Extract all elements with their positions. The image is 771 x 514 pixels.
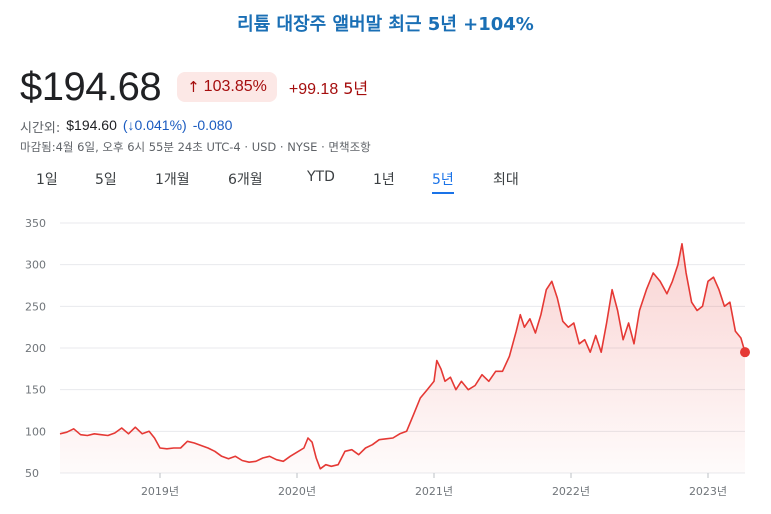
percent-change-badge: ↑ 103.85%: [177, 72, 277, 102]
tab-ytd[interactable]: YTD: [307, 169, 335, 185]
y-axis: 50 100 150 200 250 300 350: [25, 217, 46, 480]
x-tick-label: 2019년: [141, 485, 179, 498]
tab-6m[interactable]: 6개월: [228, 172, 263, 188]
y-tick-label: 150: [25, 384, 46, 397]
page-title: 리튬 대장주 앨버말 최근 5년 +104%: [237, 14, 534, 35]
x-axis: 2019년 2020년 2021년 2022년 2023년: [141, 473, 727, 498]
price-line: [59, 243, 746, 470]
tab-1m[interactable]: 1개월: [155, 172, 190, 188]
x-tick-label: 2022년: [552, 485, 590, 498]
y-tick-label: 200: [25, 342, 46, 355]
after-hours-change: -0.080: [192, 117, 233, 133]
tab-1d[interactable]: 1일: [36, 172, 58, 188]
price-area-fill: [60, 243, 745, 473]
quote-row: $194.68 ↑ 103.85% +99.18 5년: [20, 64, 368, 110]
tab-max[interactable]: 최대: [493, 172, 519, 188]
y-tick-label: 250: [25, 300, 46, 313]
y-tick-label: 100: [25, 425, 46, 438]
y-tick-label: 300: [25, 259, 46, 272]
percent-change-value: 103.85%: [203, 78, 267, 95]
x-tick-label: 2021년: [415, 485, 453, 498]
tab-5y[interactable]: 5년: [432, 169, 454, 194]
y-tick-label: 350: [25, 217, 46, 230]
after-hours-label: 시간외:: [20, 121, 61, 136]
arrow-up-icon: ↑: [187, 78, 200, 96]
tab-5d[interactable]: 5일: [95, 172, 117, 188]
price-chart: 50 100 150 200 250 300 350 2019년 2020년 2021년 2022…: [25, 217, 750, 498]
absolute-change-value: +99.18: [288, 81, 339, 98]
current-price: $194.68: [20, 64, 162, 109]
absolute-change: +99.18 5년: [289, 75, 368, 99]
x-tick-label: 2020년: [278, 485, 316, 498]
tab-1y[interactable]: 1년: [373, 172, 395, 188]
x-tick-label: 2023년: [689, 485, 727, 498]
y-tick-label: 50: [25, 467, 39, 480]
change-period-label: 5년: [343, 79, 369, 98]
last-price-dot: [740, 347, 750, 358]
after-hours-row: 시간외: $194.60 (↓0.041%) -0.080: [20, 117, 232, 136]
after-hours-percent: (↓0.041%): [122, 117, 187, 133]
market-closed-info: 마감됨:4월 6일, 오후 6시 55분 24초 UTC-4 · USD · N…: [20, 140, 371, 154]
after-hours-price: $194.60: [66, 117, 117, 133]
